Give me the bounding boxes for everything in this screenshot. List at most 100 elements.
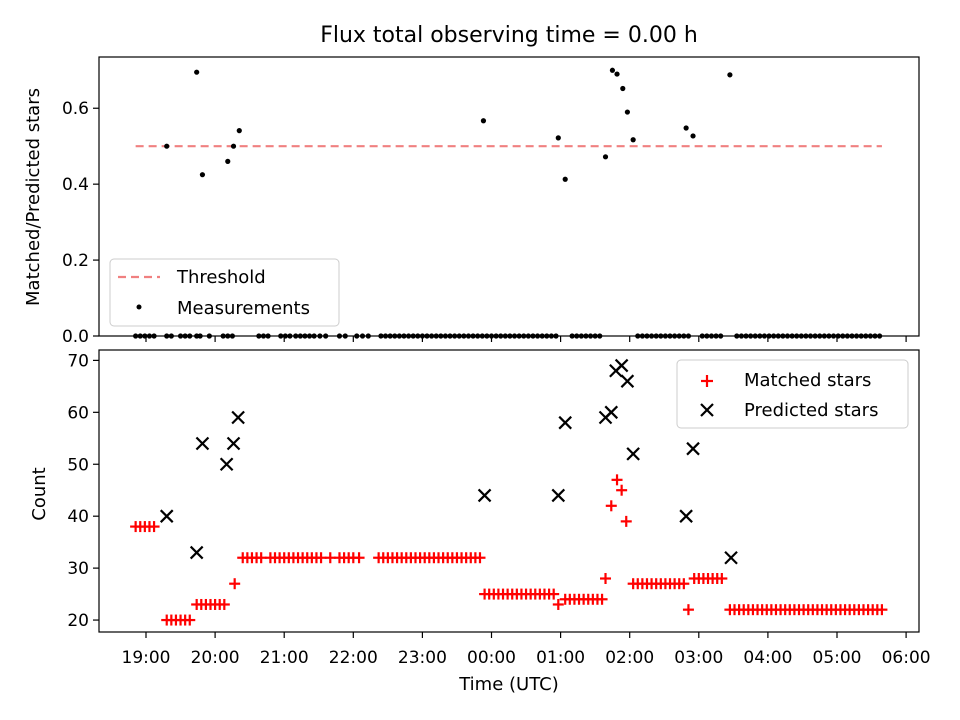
ratio-panel-frame (98, 56, 920, 337)
matched-star-marker (548, 588, 560, 600)
matched-star-marker (474, 552, 486, 564)
count-y-tick-label: 40 (67, 507, 89, 527)
measurement-point (614, 71, 620, 77)
predicted-star-marker-b (558, 415, 572, 430)
matched-star-marker (716, 573, 728, 585)
measurement-point (230, 143, 237, 149)
measurements-legend-label: Measurements (177, 298, 310, 319)
matched-legend-swatch (701, 375, 713, 387)
predicted-star-marker-b (604, 405, 619, 420)
matched-star-marker (876, 604, 888, 616)
count-legend-box (676, 359, 909, 429)
matched-star-marker (324, 552, 336, 564)
count-y-tick-label: 30 (67, 559, 89, 579)
count-x-tick-label: 23:00 (398, 648, 447, 668)
matched-star-marker (148, 521, 160, 533)
predicted-star-marker-b (195, 436, 210, 451)
predicted-star-marker-b (551, 488, 566, 503)
matched-star-marker (620, 515, 632, 527)
predicted-star-marker-b (231, 410, 245, 425)
predicted-star-marker (219, 457, 234, 472)
count-panel-ylabel: Count (29, 467, 50, 520)
predicted-star-marker (620, 374, 635, 388)
measurement-point (690, 133, 696, 139)
measurement-point (199, 172, 206, 178)
predicted-legend-label: Predicted stars (744, 400, 878, 421)
ratio-y-tick-label: 0.4 (62, 175, 89, 195)
count-legend: Matched stars Predicted stars (676, 359, 909, 429)
count-x-tick-label: 03:00 (674, 648, 723, 668)
count-y-axis: 20 30 40 50 60 70 (67, 351, 99, 631)
count-y-tick-label: 70 (67, 351, 89, 371)
predicted-star-marker-b (477, 488, 492, 503)
count-x-tick-label: 01:00 (536, 648, 585, 668)
ratio-panel-ylabel: Matched/Predicted stars (23, 88, 44, 306)
ratio-panel: Matched/Predicted stars 0.0 0.2 0.4 0.6 Thr… (23, 56, 920, 347)
ratio-legend: Threshold Measurements (109, 258, 340, 327)
count-x-tick-label: 05:00 (813, 648, 862, 668)
measurement-point (683, 125, 689, 131)
measurement-point (480, 118, 487, 124)
matched-star-marker (682, 604, 694, 616)
predicted-star-marker (679, 509, 693, 523)
measurement-point (630, 137, 636, 143)
matched-star-marker (611, 474, 623, 486)
count-panel-xlabel: Time (UTC) (458, 674, 559, 695)
predicted-star-marker (614, 358, 629, 373)
count-plot-area (130, 358, 888, 626)
ratio-legend-box (109, 258, 340, 327)
count-panel: Count 20 30 40 50 60 70 19:00 20:00 21:00 22:00 2… (29, 349, 931, 695)
matched-star-marker (600, 573, 612, 585)
count-x-tick-label: 00:00 (467, 648, 516, 668)
predicted-star-marker (604, 405, 619, 420)
measurement-point (236, 128, 242, 134)
measurement-point (555, 135, 561, 141)
predicted-star-marker (477, 488, 492, 503)
ratio-y-tick-label: 0.0 (62, 327, 89, 347)
count-x-tick-label: 02:00 (605, 648, 654, 668)
ratio-x-axis (145, 336, 907, 342)
measurement-point (194, 69, 200, 75)
predicted-star-marker-b (226, 436, 241, 451)
matched-star-marker (605, 500, 617, 512)
predicted-star-marker (159, 509, 174, 523)
ratio-y-axis: 0.0 0.2 0.4 0.6 (62, 99, 99, 347)
matched-star-marker (616, 484, 628, 496)
predicted-star-marker (724, 550, 738, 565)
matched-star-marker (596, 593, 608, 605)
predicted-star-marker-b (620, 374, 635, 388)
predicted-star-marker-b (614, 358, 629, 373)
matched-star-marker (255, 552, 267, 564)
measurement-point (609, 67, 616, 73)
count-x-tick-label: 22:00 (329, 648, 378, 668)
measurement-point (624, 109, 630, 115)
ratio-y-tick-label: 0.6 (62, 99, 89, 119)
count-x-tick-label: 19:00 (122, 648, 171, 668)
measurement-point (620, 85, 626, 92)
count-x-tick-label: 06:00 (882, 648, 931, 668)
predicted-star-marker-b (219, 457, 234, 472)
measurement-point (727, 72, 733, 78)
measurement-point (602, 154, 609, 160)
count-y-tick-label: 60 (67, 403, 89, 423)
predicted-star-marker (195, 436, 210, 451)
count-x-tick-label: 20:00 (191, 648, 240, 668)
predicted-star-marker-b (626, 447, 640, 461)
matched-star-marker (552, 598, 564, 610)
predicted-star-marker (551, 488, 566, 503)
count-y-tick-label: 20 (67, 611, 89, 631)
measurement-point (164, 143, 170, 149)
measurement-point (562, 176, 568, 182)
count-x-axis: 19:00 20:00 21:00 22:00 23:00 00:00 01:00 02:00… (122, 632, 931, 668)
count-x-tick-label: 04:00 (743, 648, 792, 668)
predicted-star-marker-b (189, 545, 204, 560)
predicted-legend-swatch (700, 403, 714, 417)
predicted-star-marker (226, 436, 241, 451)
predicted-star-marker-b (686, 441, 700, 456)
count-panel-frame (98, 349, 920, 633)
count-y-tick-label: 50 (67, 455, 89, 475)
predicted-star-marker (189, 545, 204, 560)
threshold-legend-label: Threshold (176, 267, 266, 288)
predicted-star-marker-b (679, 509, 693, 523)
